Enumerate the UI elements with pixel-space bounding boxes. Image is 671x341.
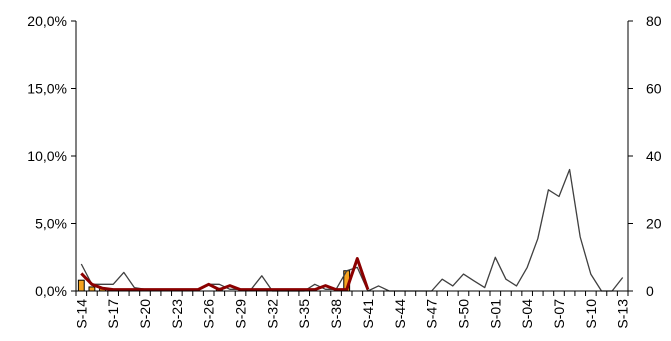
x-tick-label: S-44 (392, 299, 408, 329)
right-tick-label: 20 (646, 216, 662, 232)
x-tick-label: S-38 (328, 299, 344, 329)
x-tick-label: S-29 (233, 299, 249, 329)
line-series (80, 168, 624, 292)
series-line-2 (80, 257, 370, 292)
x-tick-label: S-23 (169, 299, 185, 329)
x-tick-label: S-17 (105, 299, 121, 329)
left-tick-label: 5,0% (35, 216, 67, 232)
right-tick-label: 60 (646, 81, 662, 97)
x-tick-label: S-04 (519, 299, 535, 329)
left-axis: 0,0% 5,0% 10,0% 15,0% 20,0% (27, 13, 77, 299)
x-tick-label: S-20 (137, 299, 153, 329)
x-tick-label: S-32 (264, 299, 280, 329)
x-tick-label: S-47 (424, 299, 440, 329)
left-tick-label: 15,0% (27, 81, 67, 97)
right-axis: 0 20 40 60 80 (627, 13, 662, 299)
x-tick-label: S-35 (296, 299, 312, 329)
x-tick-label: S-10 (583, 299, 599, 329)
x-tick-label: S-13 (615, 299, 631, 329)
x-tick-label: S-41 (360, 299, 376, 329)
x-tick-label: S-26 (201, 299, 217, 329)
right-tick-label: 80 (646, 13, 662, 29)
x-tick-label: S-50 (455, 299, 471, 329)
x-tick-label: S-01 (487, 299, 503, 329)
left-tick-label: 10,0% (27, 148, 67, 164)
right-tick-label: 40 (646, 148, 662, 164)
left-tick-label: 20,0% (27, 13, 67, 29)
bar (77, 279, 85, 292)
x-tick-label: S-14 (73, 299, 89, 329)
left-tick-label: 0,0% (35, 283, 67, 299)
x-axis: S-14 S-17 S-20 S-23 S-26 S-29 S-32 S-35 S-38 S-41… (73, 290, 631, 329)
x-tick-label: S-07 (551, 299, 567, 329)
right-tick-label: 0 (646, 283, 654, 299)
bar (88, 286, 96, 292)
